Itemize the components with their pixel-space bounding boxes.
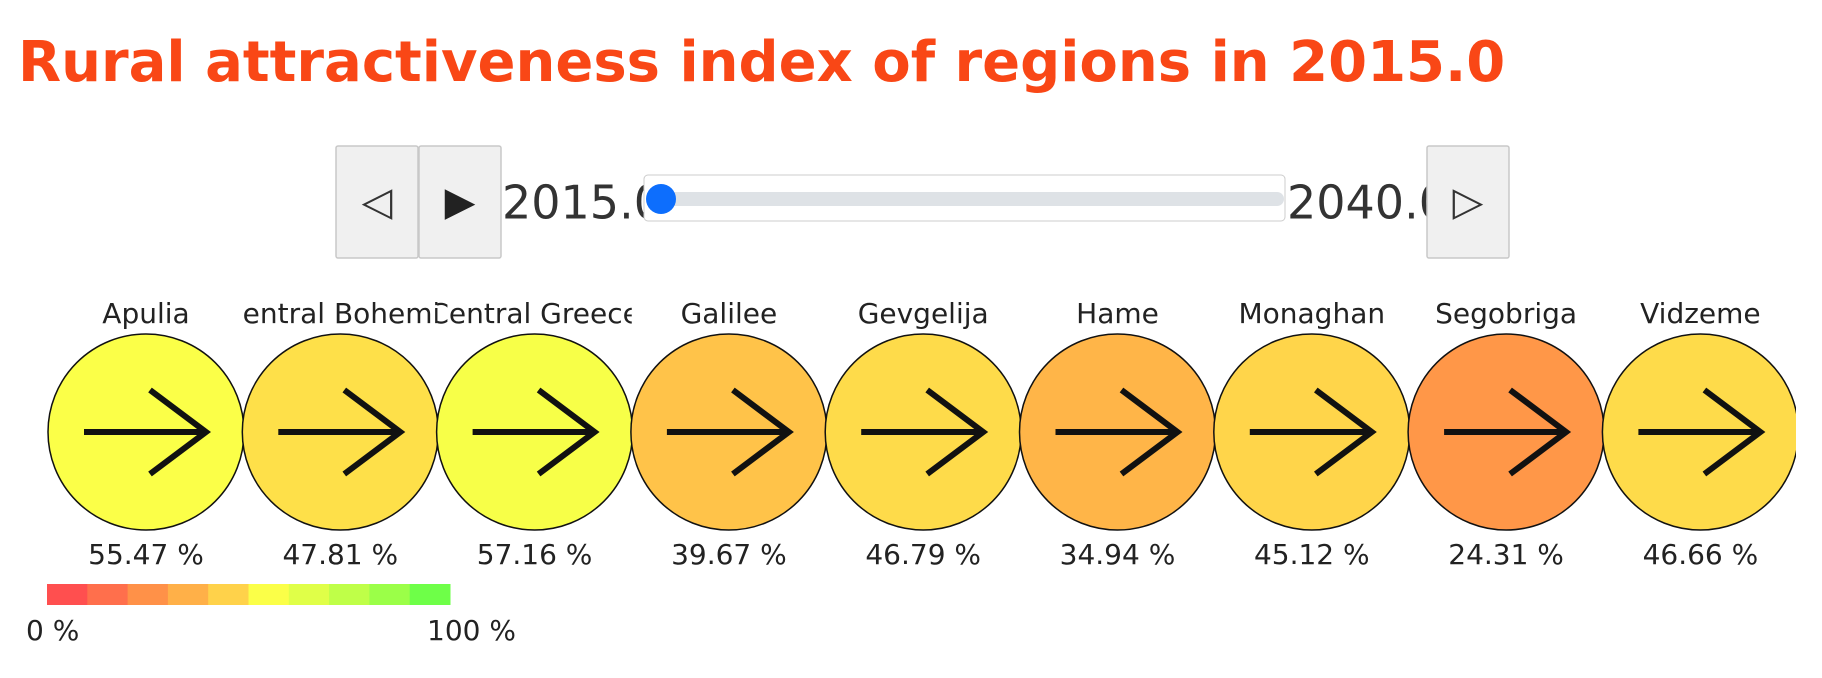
- play-button-box[interactable]: [418, 145, 502, 259]
- region-name: Segobriga: [1435, 297, 1577, 330]
- prev-button[interactable]: ◁: [335, 145, 419, 259]
- next-button[interactable]: ▷: [1426, 145, 1510, 259]
- region-label-group: Monaghan: [1238, 297, 1385, 330]
- trend-arrow: [278, 387, 406, 477]
- trend-arrow: [84, 387, 211, 477]
- next-icon[interactable]: ▷: [1453, 179, 1484, 225]
- region-name: Gevgelija: [858, 297, 989, 330]
- region-value: 46.79 %: [865, 538, 981, 571]
- trend-arrow: [1249, 387, 1377, 477]
- legend-swatch: [47, 584, 88, 605]
- region-label-group: Central Bohemia: [223, 297, 457, 330]
- legend-swatch: [329, 584, 370, 605]
- prev-icon[interactable]: ◁: [362, 179, 393, 225]
- slider-track[interactable]: [654, 192, 1284, 206]
- trend-arrow: [472, 387, 600, 477]
- region-name: Central Bohemia: [223, 297, 457, 330]
- region-label-group: Apulia: [102, 297, 189, 330]
- legend-swatch: [127, 584, 169, 605]
- legend-swatch: [87, 584, 129, 605]
- region-label-group: Gevgelija: [858, 297, 989, 330]
- region-name: Galilee: [681, 297, 778, 330]
- legend-min-label: 0 %: [26, 614, 79, 647]
- region-name: Vidzeme: [1640, 297, 1761, 330]
- end-label: 2040.0: [1287, 176, 1448, 230]
- next-button-box[interactable]: [1426, 145, 1510, 259]
- region-label-group: Hame: [1076, 297, 1159, 330]
- region-label-group: Galilee: [681, 297, 778, 330]
- region-value: 45.12 %: [1254, 538, 1370, 571]
- region-value: 47.81 %: [282, 538, 398, 571]
- region-value: 39.67 %: [671, 538, 787, 571]
- trend-arrow: [666, 387, 794, 477]
- slider-thumb[interactable]: [646, 184, 676, 214]
- region-name: Hame: [1076, 297, 1159, 330]
- legend-swatch: [288, 584, 330, 605]
- legend-swatch: [167, 584, 209, 605]
- prev-button-box[interactable]: [335, 145, 419, 259]
- region-value: 55.47 %: [88, 538, 204, 571]
- trend-arrow: [861, 387, 989, 477]
- region-label-group: Segobriga: [1435, 297, 1577, 330]
- trend-arrow: [1638, 387, 1766, 477]
- region-value: 24.31 %: [1448, 538, 1564, 571]
- legend-swatch: [208, 584, 249, 605]
- region-label-group: Central Greece: [429, 297, 640, 330]
- start-label: 2015.0: [502, 176, 663, 230]
- title: Rural attractiveness index of regions in…: [18, 30, 1505, 95]
- region-name: Monaghan: [1238, 297, 1385, 330]
- trend-arrow: [1055, 387, 1183, 477]
- legend-swatch: [248, 584, 290, 605]
- play-button[interactable]: ▶: [418, 145, 502, 259]
- region-name: Apulia: [102, 297, 189, 330]
- region-value: 34.94 %: [1060, 538, 1176, 571]
- region-label-group: Vidzeme: [1640, 297, 1761, 330]
- region-row: [47, 333, 1796, 531]
- region-value: 57.16 %: [477, 538, 593, 571]
- legend-swatch: [369, 584, 411, 605]
- trend-arrow: [1444, 387, 1572, 477]
- region-value: 46.66 %: [1643, 538, 1759, 571]
- legend-swatch: [409, 584, 451, 605]
- play-icon[interactable]: ▶: [445, 179, 476, 225]
- legend-max-label: 100 %: [427, 614, 516, 647]
- region-name: Central Greece: [429, 297, 640, 330]
